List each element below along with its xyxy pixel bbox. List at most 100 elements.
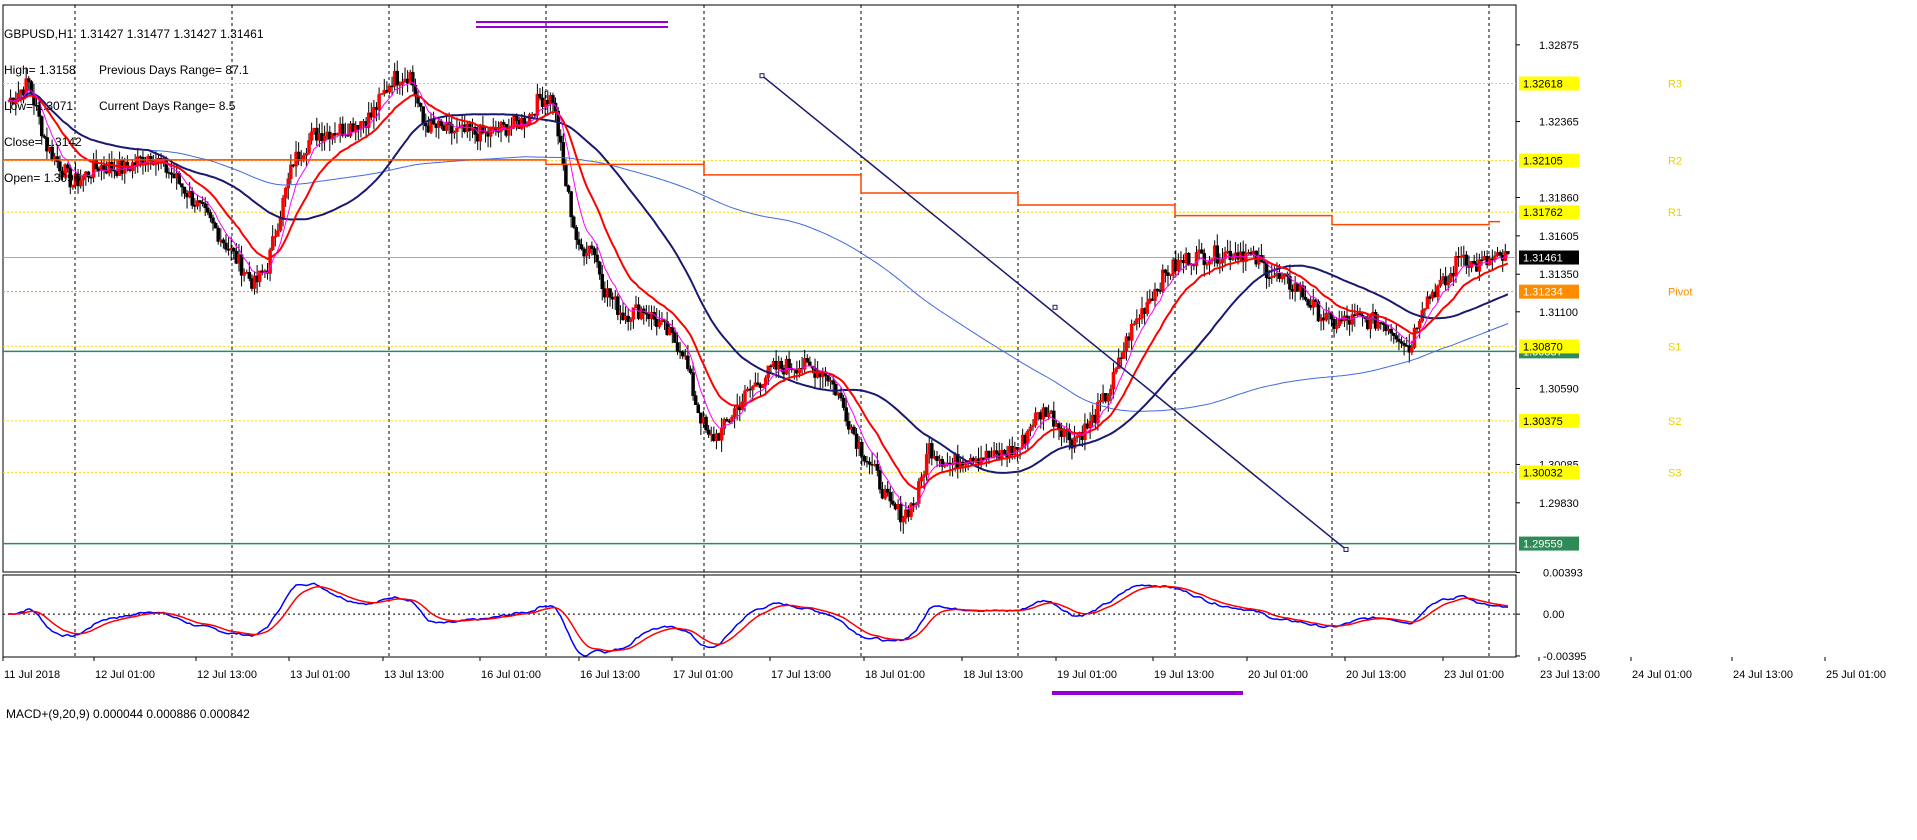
candle-up — [763, 377, 768, 385]
candle-up — [283, 187, 288, 199]
candle-up — [242, 272, 246, 276]
candle-up — [1137, 318, 1142, 320]
candle-up — [309, 131, 314, 141]
candle-down — [1277, 273, 1282, 279]
macd-signal-line — [8, 585, 1508, 652]
candle-down — [169, 172, 174, 175]
candle-up — [631, 307, 636, 320]
candle-up — [1129, 324, 1134, 341]
price-tag — [1519, 205, 1579, 220]
candle-up — [1417, 320, 1422, 329]
price-tick-label: 1.31100 — [1539, 307, 1578, 319]
time-tick-label: 17 Jul 13:00 — [771, 669, 831, 681]
candle-down — [1215, 245, 1220, 264]
candle-down — [600, 274, 605, 290]
candle-up — [302, 155, 306, 160]
candle-up — [963, 462, 968, 466]
candle-down — [1303, 296, 1308, 300]
candle-up — [639, 308, 643, 320]
candle-up — [732, 408, 737, 418]
candle-down — [180, 183, 184, 188]
candle-up — [1033, 412, 1038, 426]
price-tag-label: 1.32105 — [1523, 156, 1563, 168]
candle-down — [706, 429, 711, 435]
candle-down — [1384, 324, 1388, 332]
candle-down — [935, 456, 939, 462]
candle-down — [538, 93, 542, 99]
candle-up — [1207, 260, 1212, 265]
candle-up — [71, 184, 75, 188]
price-tag — [1519, 536, 1579, 551]
candle-down — [213, 222, 218, 229]
candle-down — [626, 315, 630, 323]
candle-down — [675, 342, 680, 352]
candle-up — [1205, 264, 1209, 266]
candle-up — [883, 488, 887, 499]
candle-up — [761, 384, 765, 388]
candle-up — [1031, 424, 1035, 428]
candle-down — [424, 123, 428, 127]
candle-down — [501, 122, 506, 125]
candle-down — [341, 123, 345, 136]
low-value: Low= 1.3071 — [4, 99, 74, 113]
candle-up — [1376, 322, 1380, 329]
candle-down — [854, 433, 859, 449]
candle-up — [377, 94, 381, 111]
candle-up — [1223, 252, 1227, 259]
candle-down — [888, 492, 893, 502]
candle-down — [1186, 252, 1191, 266]
candle-up — [1218, 262, 1222, 264]
candle-down — [65, 164, 70, 169]
symbol-line: GBPUSD,H1 1.31427 1.31477 1.31427 1.3146… — [4, 27, 264, 41]
candle-down — [1415, 327, 1419, 330]
candle-up — [992, 450, 996, 458]
candle-up — [1046, 413, 1051, 417]
candle-up — [1412, 327, 1417, 348]
candle-down — [200, 202, 205, 204]
candle-up — [1446, 281, 1450, 286]
candle-down — [182, 186, 187, 194]
candle-down — [247, 271, 252, 279]
candle-up — [1410, 347, 1414, 353]
pivot-label-s2: S2 — [1668, 416, 1681, 428]
candle-down — [1381, 322, 1386, 325]
price-tag — [1519, 413, 1579, 428]
trendline-anchor — [1052, 304, 1058, 310]
candle-up — [1438, 279, 1443, 287]
candle-up — [1469, 260, 1474, 268]
candle-down — [670, 327, 675, 333]
ma-long-line — [7, 92, 1509, 412]
candle-down — [865, 460, 869, 463]
candle-down — [1379, 322, 1383, 324]
candle-up — [273, 236, 278, 238]
candle-down — [27, 78, 31, 82]
candle-down — [1044, 407, 1048, 417]
time-tick-label: 13 Jul 13:00 — [384, 669, 444, 681]
candle-down — [592, 248, 597, 256]
candle-up — [751, 386, 755, 390]
price-tag — [1519, 153, 1579, 168]
daily-open-step-line — [3, 159, 1500, 226]
candle-down — [1267, 277, 1271, 279]
candle-up — [1368, 315, 1373, 330]
candle-up — [1111, 371, 1116, 390]
candle-up — [330, 133, 335, 140]
candle-down — [1262, 261, 1266, 264]
candle-up — [1459, 255, 1463, 258]
price-tick-label: 1.30590 — [1539, 384, 1579, 396]
candle-up — [1013, 446, 1017, 455]
candle-down — [860, 441, 864, 457]
time-tick-label: 12 Jul 13:00 — [197, 669, 257, 681]
candle-up — [195, 200, 200, 207]
candle-up — [281, 197, 285, 219]
candle-down — [224, 242, 228, 250]
candle-down — [208, 212, 213, 219]
pivot-label-s1: S1 — [1668, 341, 1681, 353]
candle-up — [372, 107, 376, 118]
high-value: High= 1.3158 — [4, 63, 76, 77]
candle-down — [688, 368, 693, 373]
candle-up — [78, 179, 83, 187]
candle-down — [1316, 301, 1321, 322]
